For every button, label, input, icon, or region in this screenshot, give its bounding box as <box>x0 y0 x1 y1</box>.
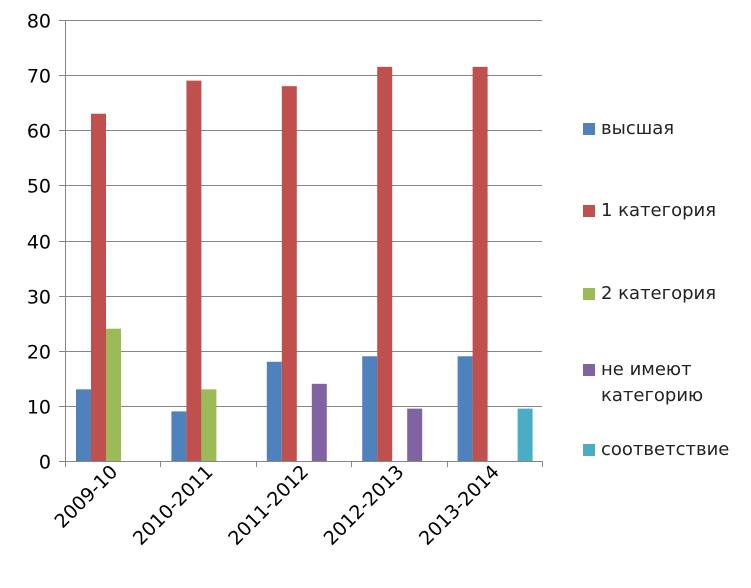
bar <box>281 86 297 462</box>
y-axis-ticks: 0 10 20 30 40 50 60 70 80 <box>27 11 65 474</box>
legend-label: не имеют категорию <box>601 359 704 406</box>
bar-chart: 0 10 20 30 40 50 60 70 80 2009-10 2010-2011 2011-2… <box>27 11 543 550</box>
legend-item: не имеют категорию <box>583 357 751 409</box>
axes <box>65 20 542 462</box>
bar <box>266 361 282 461</box>
legend: высшая 1 категория 2 категория не имеют кат… <box>583 0 751 588</box>
y-tick-label: 40 <box>27 232 51 254</box>
bar <box>76 389 91 461</box>
bar <box>186 80 202 461</box>
y-tick-label: 30 <box>27 287 51 309</box>
legend-swatch <box>583 444 595 456</box>
y-tick-label: 70 <box>27 66 51 88</box>
x-tick-label: 2012-2013 <box>320 461 409 550</box>
bars <box>76 66 533 462</box>
bar <box>407 408 423 461</box>
legend-label: 2 категория <box>601 283 717 304</box>
bar <box>91 113 106 462</box>
bar <box>171 411 187 461</box>
bar <box>377 66 393 461</box>
legend-swatch <box>583 123 595 135</box>
legend-swatch <box>583 364 595 376</box>
x-tick-label: 2010-2011 <box>129 461 218 550</box>
x-tick-label: 2009-10 <box>51 461 123 533</box>
y-tick-label: 80 <box>27 11 51 33</box>
legend-swatch <box>583 288 595 300</box>
gridlines <box>65 20 542 407</box>
bar <box>106 328 121 461</box>
x-tick-label: 2013-2014 <box>415 461 504 550</box>
y-tick-label: 0 <box>39 452 51 474</box>
legend-item: высшая <box>583 116 751 142</box>
x-axis-ticks: 2009-10 2010-2011 2011-2012 2012-2013 2013-2… <box>51 461 543 550</box>
bar <box>362 356 378 461</box>
legend-swatch <box>583 205 595 217</box>
legend-item: соответствие <box>583 437 751 463</box>
legend-label: 1 категория <box>601 200 717 221</box>
legend-item: 1 категория <box>583 198 751 224</box>
bar <box>311 383 327 461</box>
legend-label: соответствие <box>601 439 730 460</box>
legend-item: 2 категория <box>583 281 751 307</box>
x-tick-label: 2011-2012 <box>224 461 313 550</box>
bar <box>457 356 473 461</box>
y-tick-label: 10 <box>27 397 51 419</box>
y-tick-label: 50 <box>27 176 51 198</box>
y-tick-label: 20 <box>27 342 51 364</box>
y-tick-label: 60 <box>27 121 51 143</box>
legend-label: высшая <box>601 118 675 139</box>
bar <box>201 389 217 461</box>
bar <box>472 66 488 461</box>
bar <box>517 408 533 461</box>
